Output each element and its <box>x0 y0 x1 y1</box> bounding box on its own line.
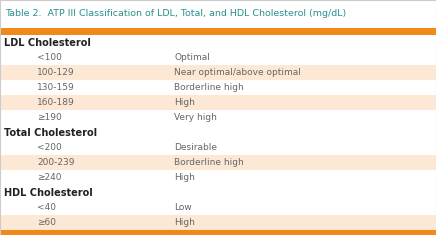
Bar <box>0 200 436 215</box>
Bar <box>0 185 436 200</box>
Bar <box>0 95 436 110</box>
Bar <box>0 110 436 125</box>
Bar <box>0 125 436 140</box>
Bar <box>0 28 436 35</box>
Text: Borderline high: Borderline high <box>174 158 244 167</box>
Text: High: High <box>174 98 195 107</box>
Bar <box>0 170 436 185</box>
Bar <box>0 65 436 80</box>
Text: ≥60: ≥60 <box>37 218 56 227</box>
Text: Table 2.  ATP III Classification of LDL, Total, and HDL Cholesterol (mg/dL): Table 2. ATP III Classification of LDL, … <box>5 9 347 18</box>
Text: Borderline high: Borderline high <box>174 83 244 92</box>
Bar <box>0 230 436 235</box>
Text: <200: <200 <box>37 143 62 152</box>
Bar <box>0 50 436 65</box>
Text: High: High <box>174 218 195 227</box>
Text: 130-159: 130-159 <box>37 83 75 92</box>
Text: LDL Cholesterol: LDL Cholesterol <box>4 38 91 47</box>
Text: 200-239: 200-239 <box>37 158 75 167</box>
Text: Low: Low <box>174 203 192 212</box>
Bar <box>0 140 436 155</box>
Text: HDL Cholesterol: HDL Cholesterol <box>4 188 93 198</box>
Text: Optimal: Optimal <box>174 53 210 62</box>
Text: 100-129: 100-129 <box>37 68 75 77</box>
Bar <box>0 35 436 50</box>
Bar <box>0 215 436 230</box>
Bar <box>0 80 436 95</box>
Text: Total Cholesterol: Total Cholesterol <box>4 128 98 138</box>
Text: Desirable: Desirable <box>174 143 218 152</box>
Text: High: High <box>174 173 195 182</box>
Text: Near optimal/above optimal: Near optimal/above optimal <box>174 68 301 77</box>
Text: ≥240: ≥240 <box>37 173 61 182</box>
Text: ≥190: ≥190 <box>37 113 62 122</box>
Text: Very high: Very high <box>174 113 217 122</box>
Text: 160-189: 160-189 <box>37 98 75 107</box>
Bar <box>0 0 436 28</box>
Bar <box>0 155 436 170</box>
Text: <40: <40 <box>37 203 56 212</box>
Text: <100: <100 <box>37 53 62 62</box>
